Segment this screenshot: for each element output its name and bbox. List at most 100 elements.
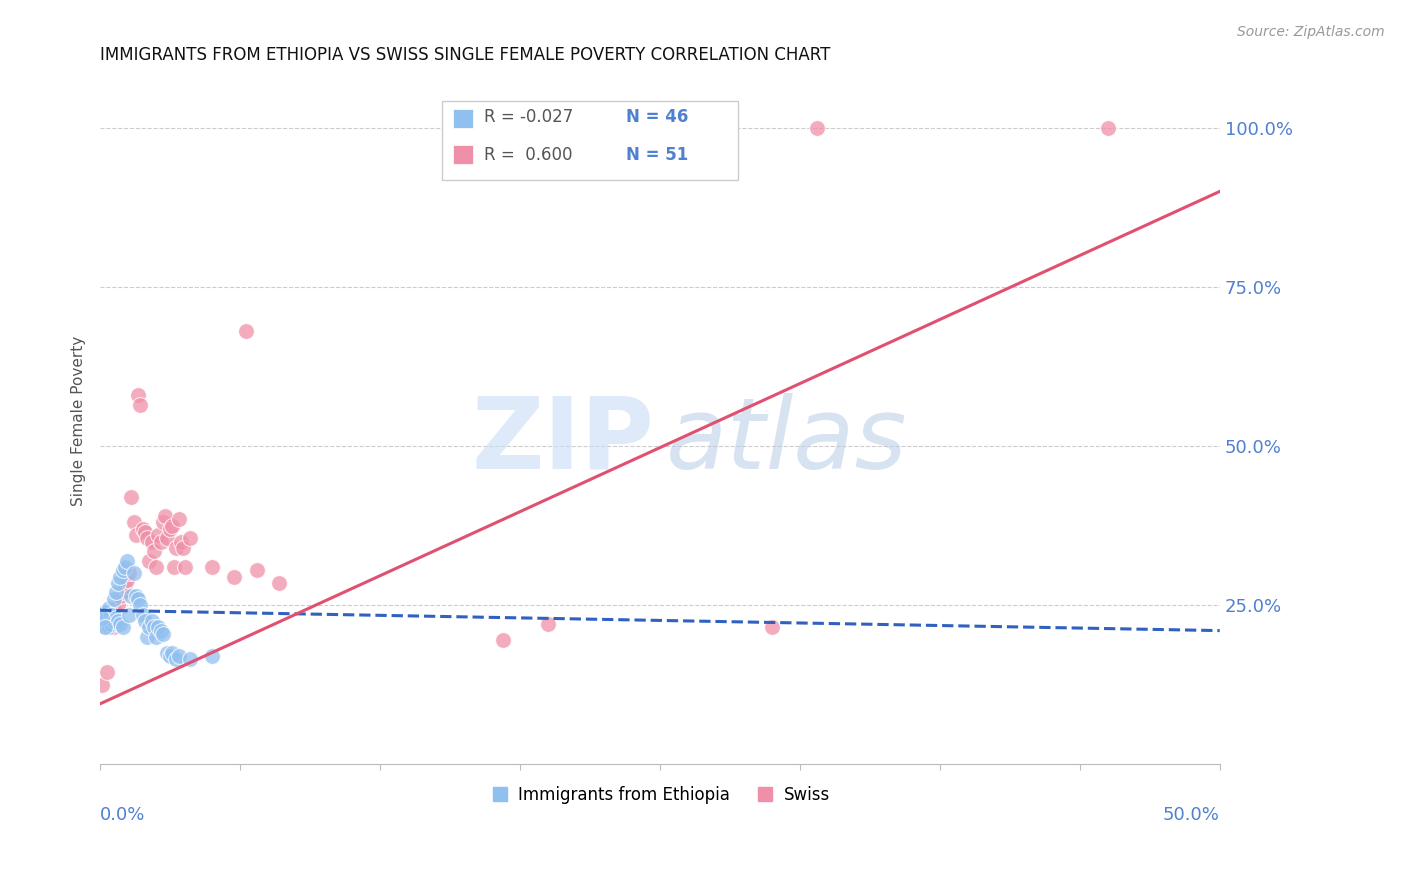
Point bbox=[537, 617, 560, 632]
Point bbox=[91, 611, 114, 625]
Point bbox=[179, 652, 201, 666]
Point bbox=[129, 598, 152, 612]
Point bbox=[107, 614, 129, 628]
Point bbox=[122, 566, 145, 581]
Point bbox=[104, 611, 127, 625]
Point bbox=[806, 120, 828, 135]
Point bbox=[136, 630, 159, 644]
Point bbox=[100, 607, 122, 622]
Point bbox=[134, 524, 156, 539]
Point bbox=[269, 575, 291, 590]
Point bbox=[91, 678, 114, 692]
Point bbox=[114, 579, 136, 593]
Text: 50.0%: 50.0% bbox=[1163, 805, 1220, 823]
Point bbox=[122, 516, 145, 530]
Point bbox=[167, 512, 190, 526]
Point bbox=[163, 560, 186, 574]
Point bbox=[492, 633, 515, 648]
FancyBboxPatch shape bbox=[453, 109, 472, 128]
Point bbox=[110, 589, 132, 603]
Point bbox=[121, 589, 143, 603]
Text: R = -0.027: R = -0.027 bbox=[484, 109, 574, 127]
Point bbox=[165, 541, 187, 555]
Point bbox=[111, 585, 134, 599]
Point bbox=[149, 534, 172, 549]
Point bbox=[115, 573, 138, 587]
Point bbox=[131, 607, 153, 622]
Point bbox=[174, 560, 197, 574]
Point bbox=[149, 624, 172, 638]
Point bbox=[111, 620, 134, 634]
Point bbox=[1097, 120, 1119, 135]
Point bbox=[114, 560, 136, 574]
Point bbox=[104, 605, 127, 619]
Point bbox=[152, 627, 174, 641]
Point bbox=[96, 617, 118, 632]
Point bbox=[93, 620, 115, 634]
Point bbox=[131, 522, 153, 536]
FancyBboxPatch shape bbox=[453, 145, 472, 164]
Point bbox=[93, 605, 115, 619]
Text: IMMIGRANTS FROM ETHIOPIA VS SWISS SINGLE FEMALE POVERTY CORRELATION CHART: IMMIGRANTS FROM ETHIOPIA VS SWISS SINGLE… bbox=[100, 46, 831, 64]
FancyBboxPatch shape bbox=[441, 101, 738, 180]
Point bbox=[145, 630, 167, 644]
Point bbox=[153, 509, 176, 524]
Point bbox=[91, 607, 114, 622]
Text: N = 51: N = 51 bbox=[626, 145, 689, 163]
Point bbox=[156, 646, 179, 660]
Point bbox=[125, 528, 148, 542]
Point bbox=[93, 614, 115, 628]
Point bbox=[235, 325, 257, 339]
Point bbox=[136, 532, 159, 546]
Point bbox=[142, 620, 165, 634]
Point bbox=[156, 532, 179, 546]
Legend: Immigrants from Ethiopia, Swiss: Immigrants from Ethiopia, Swiss bbox=[484, 780, 837, 811]
Point bbox=[115, 553, 138, 567]
Point bbox=[103, 620, 125, 634]
Point bbox=[141, 534, 163, 549]
Point bbox=[138, 620, 160, 634]
Point bbox=[159, 522, 181, 536]
Point bbox=[118, 566, 141, 581]
Point bbox=[96, 665, 118, 679]
Point bbox=[761, 620, 783, 634]
Point bbox=[103, 591, 125, 606]
Point bbox=[110, 569, 132, 583]
Y-axis label: Single Female Poverty: Single Female Poverty bbox=[72, 335, 86, 506]
Point bbox=[201, 649, 224, 664]
Point bbox=[165, 652, 187, 666]
Point bbox=[96, 611, 118, 625]
Point bbox=[172, 541, 194, 555]
Point bbox=[160, 518, 183, 533]
Point bbox=[121, 490, 143, 504]
Text: ZIP: ZIP bbox=[471, 392, 654, 490]
Point bbox=[159, 649, 181, 664]
Point bbox=[100, 607, 122, 622]
Point bbox=[152, 516, 174, 530]
Point bbox=[138, 553, 160, 567]
Point bbox=[179, 532, 201, 546]
Point bbox=[93, 620, 115, 634]
Point bbox=[141, 614, 163, 628]
Text: R =  0.600: R = 0.600 bbox=[484, 145, 572, 163]
Point bbox=[107, 575, 129, 590]
Point bbox=[98, 617, 121, 632]
Text: 0.0%: 0.0% bbox=[100, 805, 145, 823]
Point bbox=[98, 620, 121, 634]
Point bbox=[148, 620, 170, 634]
Point bbox=[104, 585, 127, 599]
Point bbox=[103, 614, 125, 628]
Point bbox=[129, 398, 152, 412]
Text: Source: ZipAtlas.com: Source: ZipAtlas.com bbox=[1237, 25, 1385, 39]
Point bbox=[111, 563, 134, 577]
Point bbox=[170, 534, 193, 549]
Point bbox=[148, 528, 170, 542]
Point bbox=[246, 563, 269, 577]
Point bbox=[134, 614, 156, 628]
Point bbox=[107, 598, 129, 612]
Text: N = 46: N = 46 bbox=[626, 109, 689, 127]
Point bbox=[127, 388, 149, 402]
Point bbox=[145, 560, 167, 574]
Point bbox=[110, 617, 132, 632]
Point bbox=[103, 614, 125, 628]
